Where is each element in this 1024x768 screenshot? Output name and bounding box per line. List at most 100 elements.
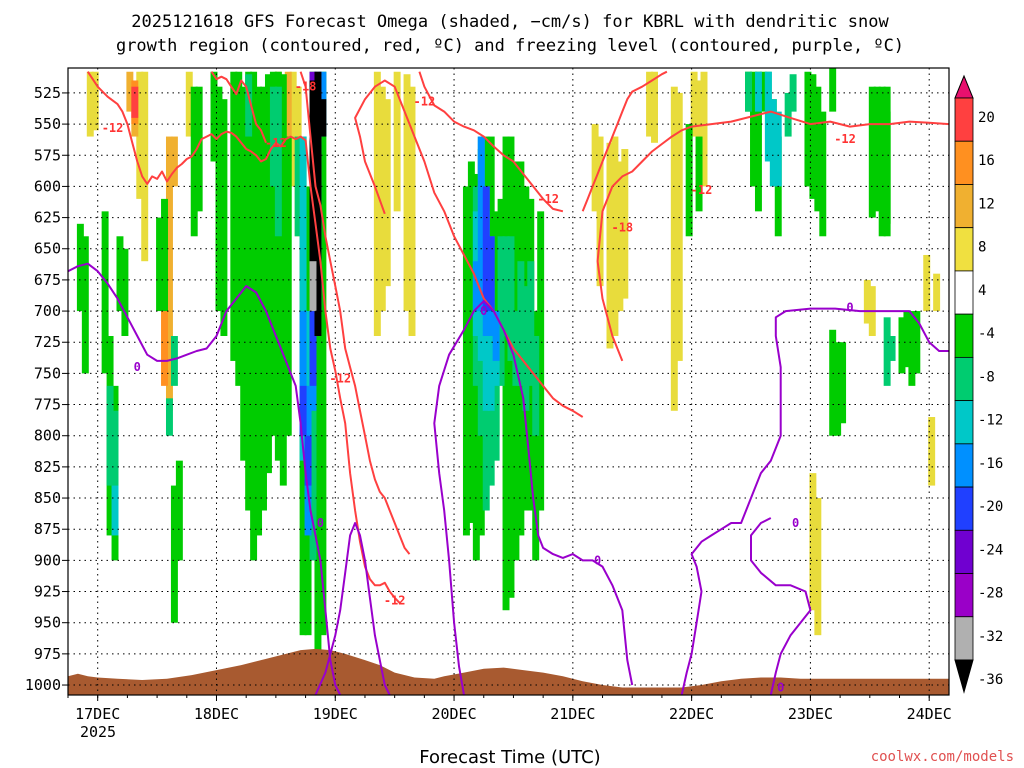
omega-cell — [299, 311, 307, 436]
chart-title-line-2: growth region (contoured, red, ºC) and f… — [116, 36, 904, 56]
omega-cell — [294, 136, 302, 237]
omega-cell — [913, 311, 921, 374]
omega-cell — [754, 71, 762, 112]
omega-cell — [136, 71, 144, 199]
omega-cell — [170, 485, 178, 623]
x-tick-label: 24DEC — [907, 705, 952, 723]
omega-cell — [467, 161, 475, 523]
omega-cell — [255, 86, 263, 536]
omega-cell — [675, 92, 683, 361]
colorbar-label: -20 — [978, 499, 1003, 515]
omega-cell — [745, 71, 753, 112]
colorbar-label: -8 — [978, 369, 995, 385]
colorbar-segment — [954, 486, 974, 531]
colorbar-segment — [954, 313, 974, 358]
omega-cell — [309, 80, 317, 312]
omega-cell — [809, 473, 817, 611]
omega-cell — [299, 136, 307, 461]
x-axis: 17DEC 18DEC 19DEC 20DEC 21DEC 22DEC 23DEC 24DEC — [67, 695, 952, 723]
omega-cell — [646, 71, 654, 137]
colorbar-label: 4 — [978, 283, 986, 299]
omega-cell — [487, 286, 495, 411]
omega-cell — [695, 80, 703, 187]
omega-cell — [101, 211, 109, 374]
colorbar-label: -24 — [978, 542, 1003, 558]
x-tick-label: 23DEC — [788, 705, 833, 723]
colorbar-label: -28 — [978, 586, 1003, 602]
omega-cell — [928, 417, 936, 486]
omega-cell — [165, 136, 173, 411]
omega-cell — [170, 336, 178, 386]
contour-label-layer: -12 -18 -12 -12 -12 -18 -12 -12 -12 -12 0 0 0 0 0 0 0 — [102, 80, 856, 695]
omega-cell — [908, 311, 916, 386]
omega-cell — [596, 136, 604, 287]
colorbar-label: 8 — [978, 240, 986, 256]
contour-line — [433, 300, 634, 695]
omega-cell — [477, 136, 485, 312]
contour-label: -12 — [414, 95, 436, 109]
omega-cell — [754, 71, 762, 212]
omega-cell — [373, 71, 381, 337]
contour-line — [354, 79, 584, 418]
omega-cell — [289, 71, 297, 187]
omega-cell — [378, 86, 386, 312]
omega-cell — [408, 86, 416, 337]
omega-cell — [923, 254, 931, 312]
omega-cell — [462, 186, 470, 536]
contour-line — [596, 110, 949, 362]
omega-cell — [492, 311, 500, 361]
omega-cell — [165, 398, 173, 436]
omega-cell — [116, 236, 124, 312]
colorbar-segment — [954, 356, 974, 402]
omega-cell — [106, 385, 114, 486]
omega-cell — [769, 99, 777, 187]
y-tick-label: 600 — [34, 177, 61, 195]
omega-cell — [156, 217, 164, 312]
y-tick-label: 725 — [34, 333, 61, 351]
y-tick-label: 925 — [34, 583, 61, 601]
omega-cell — [269, 71, 277, 436]
omega-cell — [512, 311, 520, 386]
y-tick-label: 900 — [34, 551, 61, 569]
omega-cell — [245, 74, 253, 137]
omega-cell — [260, 86, 267, 511]
colorbar-label: -4 — [978, 326, 995, 342]
omega-cell — [487, 236, 495, 312]
omega-cell — [161, 311, 168, 386]
omega-cell — [873, 86, 881, 212]
omega-cell — [131, 86, 139, 118]
omega-cell — [309, 336, 317, 561]
x-tick-label: 22DEC — [669, 705, 714, 723]
omega-cell — [507, 136, 515, 598]
omega-cell — [195, 86, 203, 212]
colorbar-label: 20 — [978, 110, 995, 126]
omega-cell — [591, 124, 599, 212]
y-tick-label: 625 — [34, 209, 61, 227]
omega-cell — [314, 71, 322, 337]
x-axis-label: Forecast Time (UTC) — [419, 747, 600, 768]
omega-cell — [175, 460, 183, 561]
omega-cell — [319, 71, 327, 636]
omega-cell — [863, 279, 871, 324]
omega-cell — [809, 74, 817, 199]
omega-cell — [185, 71, 193, 137]
omega-cell — [383, 99, 391, 287]
contour-label: 0 — [777, 681, 784, 695]
contour-label: -12 — [537, 192, 559, 206]
omega-cell — [170, 136, 178, 187]
colorbar-segment — [954, 184, 974, 229]
omega-cell — [522, 286, 530, 411]
contour-label: -12 — [102, 121, 124, 135]
omega-cell — [284, 71, 292, 162]
x-tick-label: 17DEC — [75, 705, 120, 723]
colorbar-label: 16 — [978, 153, 995, 169]
contour-label: 0 — [792, 516, 799, 530]
terrain-fill — [68, 648, 949, 695]
omega-cell — [507, 236, 515, 361]
omega-cell — [161, 198, 168, 312]
omega-cell — [314, 71, 322, 661]
omega-cell — [319, 99, 327, 137]
y-tick-label: 575 — [34, 146, 61, 164]
omega-cell — [284, 136, 292, 436]
x-tick-label: 18DEC — [194, 705, 239, 723]
